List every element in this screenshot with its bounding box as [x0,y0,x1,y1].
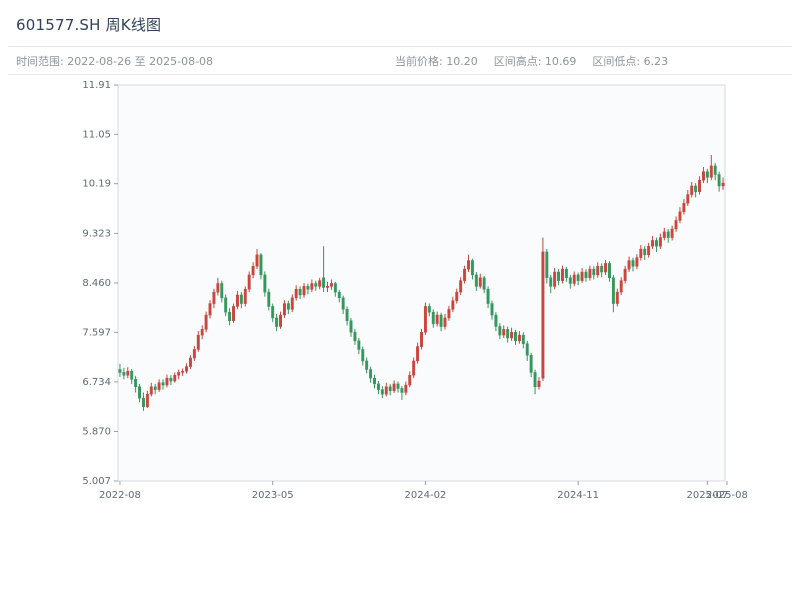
svg-text:7.597: 7.597 [82,327,111,338]
svg-text:5.870: 5.870 [82,426,111,437]
range-high-label: 区间高点: 10.69 [493,55,577,68]
price-stats-row: 当前价格: 10.20 区间高点: 10.69 区间低点: 6.23 [395,53,668,69]
svg-text:8.460: 8.460 [82,278,111,289]
page-title: 601577.SH 周K线图 [16,16,162,34]
time-range-label: 时间范围: 2022-08-26 至 2025-08-08 [16,55,214,68]
svg-text:2023-05: 2023-05 [252,490,294,501]
svg-text:9.323: 9.323 [82,228,111,239]
svg-text:2024-02: 2024-02 [405,490,447,501]
svg-text:2025-08: 2025-08 [706,490,748,501]
svg-text:6.734: 6.734 [82,377,111,388]
svg-text:2024-11: 2024-11 [557,490,599,501]
current-price-label: 当前价格: 10.20 [395,55,478,68]
svg-text:10.19: 10.19 [82,179,111,190]
svg-text:11.91: 11.91 [82,80,111,91]
svg-text:11.05: 11.05 [82,129,111,140]
range-low-label: 区间低点: 6.23 [592,55,669,68]
header-divider [8,46,792,47]
svg-text:5.007: 5.007 [82,476,111,487]
meta-divider [8,74,792,75]
svg-text:2025-07: 2025-07 [686,490,728,501]
svg-text:2022-08: 2022-08 [99,490,141,501]
